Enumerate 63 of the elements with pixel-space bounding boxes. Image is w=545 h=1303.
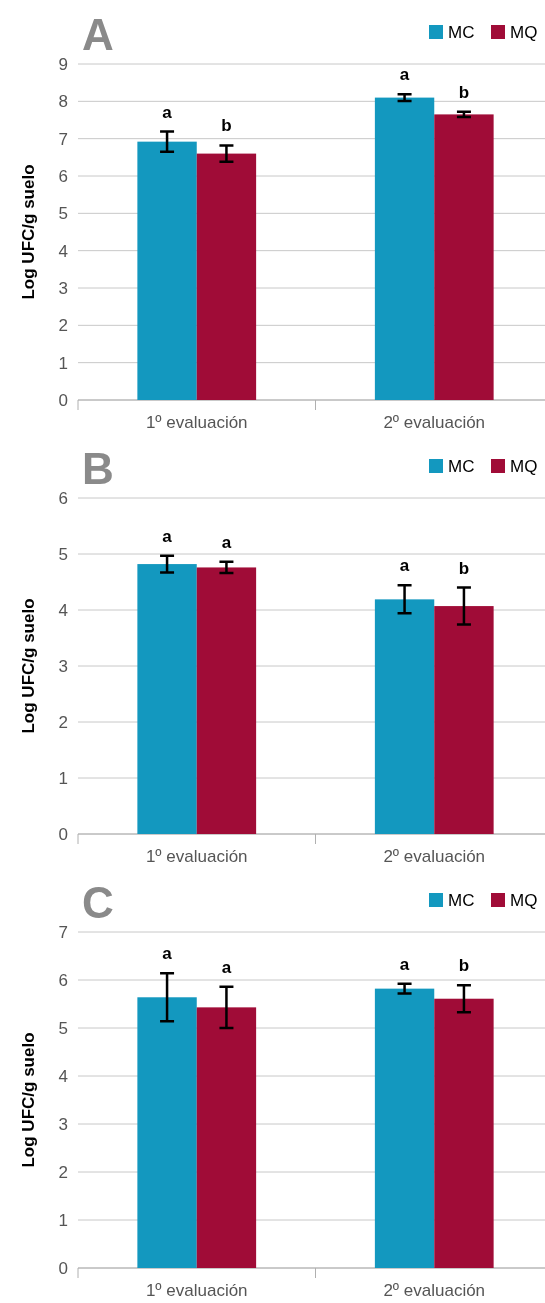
legend-label: MQ: [510, 23, 538, 42]
bar: [374, 599, 435, 834]
bar: [137, 141, 197, 400]
data-label: a: [162, 102, 173, 122]
x-tick-label: 1º evaluación: [145, 1281, 248, 1300]
y-tick-label: 0: [58, 824, 68, 844]
data-label: b: [221, 116, 232, 136]
y-tick-label: 1: [58, 768, 68, 788]
x-tick-label: 1º evaluación: [145, 413, 248, 432]
data-label: b: [458, 956, 470, 976]
y-tick-label: 0: [58, 1258, 68, 1278]
legend-label: MC: [448, 23, 475, 42]
data-label: a: [162, 526, 173, 546]
y-axis-title: Log UFC/g suelo: [19, 598, 38, 734]
y-tick-label: 3: [58, 656, 68, 676]
y-tick-label: 5: [58, 544, 68, 564]
bar: [196, 153, 257, 400]
y-tick-label: 4: [58, 241, 68, 261]
y-tick-label: 6: [58, 166, 68, 186]
x-tick-label: 1º evaluación: [145, 847, 248, 866]
y-tick-label: 5: [58, 204, 68, 224]
legend-label: MC: [448, 891, 475, 910]
data-label: b: [458, 558, 470, 578]
data-label: b: [458, 82, 470, 102]
y-tick-label: 6: [58, 970, 68, 990]
y-tick-label: 0: [58, 390, 68, 410]
data-label: a: [162, 944, 173, 964]
y-tick-label: 2: [58, 712, 68, 732]
y-tick-label: 2: [58, 1162, 68, 1182]
x-tick-label: 2º evaluación: [383, 847, 486, 866]
y-axis-title: Log UFC/g suelo: [19, 164, 38, 300]
bar: [434, 606, 494, 834]
y-tick-label: 6: [58, 488, 68, 508]
y-tick-label: 3: [58, 1114, 68, 1134]
chart-title: C: [82, 878, 114, 927]
data-label: a: [399, 954, 410, 974]
y-tick-label: 4: [58, 600, 68, 620]
data-label: a: [399, 556, 410, 576]
chart-title: B: [82, 444, 114, 493]
legend-label: MQ: [510, 891, 538, 910]
y-tick-label: 3: [58, 278, 68, 298]
bar: [137, 564, 197, 834]
legend-label: MC: [448, 457, 475, 476]
data-label: a: [221, 957, 232, 977]
y-tick-label: 4: [58, 1066, 68, 1086]
bar: [434, 114, 494, 400]
y-axis-title: Log UFC/g suelo: [19, 1032, 38, 1168]
legend-label: MQ: [510, 457, 538, 476]
y-tick-label: 1: [58, 353, 68, 373]
x-tick-label: 2º evaluación: [383, 1281, 486, 1300]
bar: [196, 567, 257, 834]
y-tick-label: 2: [58, 316, 68, 336]
chart-title: A: [82, 10, 114, 59]
y-tick-label: 8: [58, 92, 68, 112]
y-tick-label: 7: [58, 922, 68, 942]
y-tick-label: 5: [58, 1018, 68, 1038]
bar: [374, 97, 435, 400]
y-tick-label: 7: [58, 129, 68, 149]
x-tick-label: 2º evaluación: [383, 413, 486, 432]
data-label: a: [399, 65, 410, 85]
y-tick-label: 9: [58, 54, 68, 74]
y-tick-label: 1: [58, 1210, 68, 1230]
data-label: a: [221, 532, 232, 552]
